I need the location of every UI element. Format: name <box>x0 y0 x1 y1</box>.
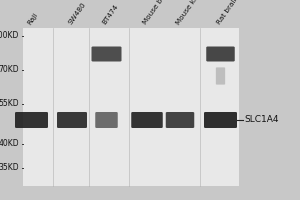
Text: Mouse brain: Mouse brain <box>142 0 172 26</box>
Text: 35KD: 35KD <box>0 164 19 172</box>
FancyBboxPatch shape <box>204 112 237 128</box>
Text: BT474: BT474 <box>102 4 120 26</box>
FancyBboxPatch shape <box>15 112 48 128</box>
Text: SW480: SW480 <box>67 2 87 26</box>
Text: SLC1A4: SLC1A4 <box>244 116 279 124</box>
Text: 55KD: 55KD <box>0 99 19 108</box>
Text: Rat brain: Rat brain <box>216 0 239 26</box>
Text: 40KD: 40KD <box>0 140 19 148</box>
Text: Raji: Raji <box>27 12 39 26</box>
FancyBboxPatch shape <box>131 112 163 128</box>
FancyBboxPatch shape <box>166 112 194 128</box>
FancyBboxPatch shape <box>95 112 118 128</box>
FancyBboxPatch shape <box>216 67 225 85</box>
FancyBboxPatch shape <box>92 46 122 62</box>
Text: Mouse kidney: Mouse kidney <box>175 0 208 26</box>
FancyBboxPatch shape <box>206 46 235 62</box>
Text: 100KD: 100KD <box>0 31 19 40</box>
Bar <box>22 28 239 186</box>
FancyBboxPatch shape <box>57 112 87 128</box>
Text: 70KD: 70KD <box>0 66 19 74</box>
